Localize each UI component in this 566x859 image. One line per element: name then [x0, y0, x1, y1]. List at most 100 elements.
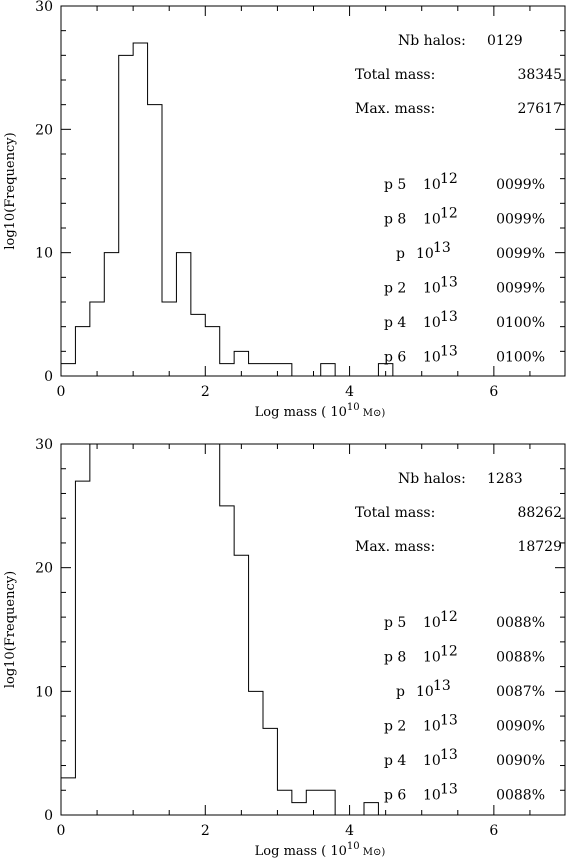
x-tick-label: 6 — [489, 823, 498, 839]
threshold-exponent: 13 — [440, 782, 458, 798]
histogram-bin — [75, 481, 89, 815]
threshold-value: 0099% — [496, 281, 545, 297]
histogram-bin — [220, 364, 234, 376]
threshold-base: 10 — [416, 246, 434, 262]
histogram-bin — [176, 444, 190, 815]
histogram-bin — [162, 302, 176, 376]
x-tick-label: 2 — [201, 823, 210, 839]
histogram-bin — [263, 364, 277, 376]
threshold-exponent: 13 — [433, 678, 451, 694]
threshold-base: 10 — [423, 788, 441, 804]
threshold-label: p 2 — [384, 281, 406, 297]
threshold-value: 0099% — [496, 246, 545, 262]
threshold-base: 10 — [423, 719, 441, 735]
threshold-base: 10 — [416, 684, 434, 700]
histogram-bin — [90, 444, 104, 815]
threshold-value: 0100% — [496, 315, 545, 331]
histogram-panel-1: 0 10 20 30 0 2 4 6 Log mass ( 1010 M⊙) log10(Freq… — [3, 0, 566, 420]
histogram-bin — [321, 364, 335, 376]
threshold-exponent: 13 — [440, 747, 458, 763]
histogram-bin — [205, 327, 219, 376]
x-tick-label: 4 — [345, 823, 354, 839]
y-tick-label: 10 — [35, 246, 53, 262]
histogram-line — [61, 42, 437, 376]
y-tick-label: 20 — [35, 122, 53, 138]
histogram-bin — [292, 803, 306, 815]
y-tick-label: 20 — [35, 561, 53, 577]
histogram-bin — [119, 55, 133, 376]
histogram-bin — [364, 803, 378, 815]
threshold-exponent: 12 — [440, 171, 458, 187]
threshold-value: 0088% — [496, 650, 545, 666]
histogram-bin — [234, 555, 248, 815]
threshold-label: p 5 — [384, 177, 406, 193]
histogram-bin — [104, 253, 118, 376]
histogram-panel-2: 0 10 20 30 0 2 4 6 Log mass ( 1010 M⊙) log10(Freq… — [3, 437, 566, 859]
histogram-bin — [277, 790, 291, 815]
threshold-base: 10 — [423, 177, 441, 193]
threshold-base: 10 — [423, 753, 441, 769]
y-tick-label: 10 — [35, 684, 53, 700]
y-axis-title: log10(Frequency) — [3, 132, 18, 249]
histogram-bin — [306, 790, 320, 815]
stat-value: 18729 — [517, 539, 562, 555]
threshold-label: p 4 — [384, 315, 406, 331]
threshold-value: 0099% — [496, 212, 545, 228]
histogram-bin — [133, 444, 147, 815]
y-tick-label: 30 — [35, 0, 53, 15]
threshold-label: p 6 — [384, 350, 406, 366]
histogram-bin — [90, 302, 104, 376]
threshold-value: 0088% — [496, 788, 545, 804]
histogram-bin — [133, 43, 147, 376]
threshold-base: 10 — [423, 281, 441, 297]
histogram-bin — [75, 327, 89, 376]
histogram-bin — [119, 444, 133, 815]
x-tick-label: 4 — [345, 384, 354, 400]
stat-value: 0129 — [487, 33, 523, 49]
x-tick-label: 0 — [57, 384, 66, 400]
histogram-bin — [61, 364, 75, 376]
histogram-bin — [176, 253, 190, 376]
stat-label: Nb halos: — [398, 471, 466, 487]
y-tick-label: 0 — [44, 369, 53, 385]
x-tick-label: 0 — [57, 823, 66, 839]
threshold-exponent: 13 — [440, 309, 458, 325]
histogram-bin — [148, 444, 162, 815]
threshold-value: 0100% — [496, 350, 545, 366]
y-axis-title: log10(Frequency) — [3, 571, 18, 688]
threshold-value: 0087% — [496, 684, 545, 700]
threshold-value: 0090% — [496, 719, 545, 735]
histogram-bin — [321, 790, 335, 815]
threshold-value: 0088% — [496, 615, 545, 631]
histogram-line — [61, 444, 437, 815]
threshold-label: p 2 — [384, 719, 406, 735]
threshold-exponent: 12 — [440, 206, 458, 222]
threshold-base: 10 — [423, 315, 441, 331]
stat-label: Total mass: — [355, 67, 435, 83]
threshold-base: 10 — [423, 650, 441, 666]
threshold-label: p 8 — [384, 650, 406, 666]
threshold-label: p 5 — [384, 615, 406, 631]
stat-label: Total mass: — [355, 505, 435, 521]
histogram-bin — [148, 105, 162, 376]
threshold-value: 0090% — [496, 753, 545, 769]
x-tick-label: 2 — [201, 384, 210, 400]
histogram-bin — [191, 444, 205, 815]
histogram-bin — [249, 691, 263, 815]
stat-label: Nb halos: — [398, 33, 466, 49]
histogram-bin — [162, 444, 176, 815]
histogram-bin — [277, 364, 291, 376]
threshold-exponent: 13 — [440, 713, 458, 729]
histogram-bin — [234, 351, 248, 376]
stat-value: 27617 — [517, 101, 562, 117]
stat-label: Max. mass: — [355, 539, 435, 555]
histogram-bin — [263, 728, 277, 815]
histogram-bin — [104, 444, 118, 815]
x-tick-label: 6 — [489, 384, 498, 400]
histogram-bin — [378, 364, 392, 376]
threshold-base: 10 — [423, 212, 441, 228]
threshold-exponent: 13 — [433, 240, 451, 256]
threshold-base: 10 — [423, 350, 441, 366]
threshold-value: 0099% — [496, 177, 545, 193]
